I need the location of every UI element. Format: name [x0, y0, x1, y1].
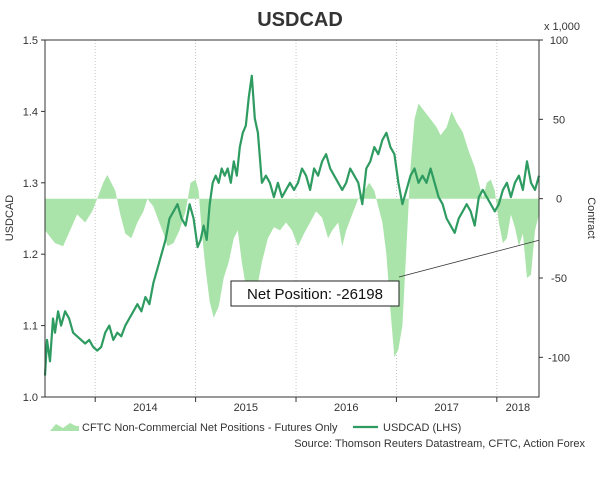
x-tick-label: 2017: [434, 402, 458, 414]
left-tick-label: 1.5: [23, 35, 38, 47]
left-tick-label: 1.3: [23, 178, 38, 190]
right-axis-unit-note: x 1,000: [544, 21, 580, 33]
right-axis-label: Contract: [585, 197, 597, 239]
right-tick-label: -50: [551, 273, 567, 285]
legend-line-label: USDCAD (LHS): [383, 422, 461, 434]
legend-area-swatch: [50, 423, 79, 431]
x-tick-label: 2016: [334, 402, 358, 414]
left-tick-label: 1.2: [23, 249, 38, 261]
left-tick-label: 1.0: [23, 392, 38, 404]
annotation-box: [230, 280, 400, 307]
annotation-leader-line: [398, 239, 540, 278]
legend-area-label: CFTC Non-Commercial Net Positions - Futu…: [82, 422, 338, 434]
right-tick-label: -100: [548, 352, 570, 364]
x-tick-label: 2014: [133, 402, 157, 414]
plot-border: [44, 39, 540, 398]
right-tick-label: 0: [556, 194, 562, 206]
chart-title: USDCAD: [257, 9, 343, 31]
left-tick-label: 1.4: [23, 106, 38, 118]
legend: CFTC Non-Commercial Net Positions - Futu…: [50, 422, 461, 434]
left-tick-label: 1.1: [23, 321, 38, 333]
x-tick-label: 2018: [506, 402, 530, 414]
right-tick-label: 100: [550, 35, 568, 47]
net-positions-area: [45, 103, 539, 358]
left-axis-label: USDCAD: [4, 195, 16, 242]
right-tick-label: 50: [553, 114, 565, 126]
net-position-annotation: Net Position: -26198: [247, 286, 383, 303]
x-tick-label: 2015: [234, 402, 258, 414]
source-note: Source: Thomson Reuters Datastream, CFTC…: [294, 438, 585, 450]
usdcad-line: [43, 74, 541, 376]
